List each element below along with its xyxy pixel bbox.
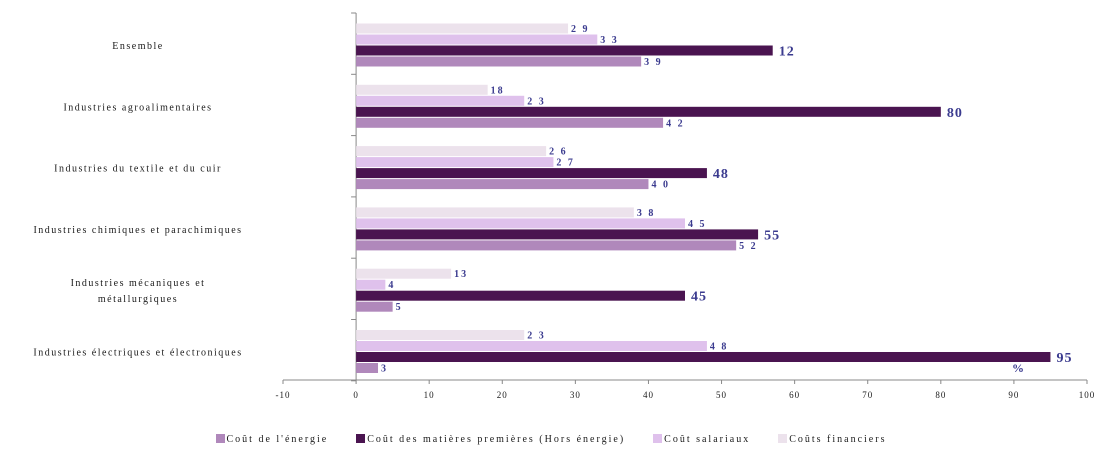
- bar: [356, 207, 634, 218]
- legend-item: Coût salariaux: [653, 434, 750, 445]
- unit-label: %: [1012, 361, 1024, 375]
- data-label: 3: [381, 364, 388, 375]
- legend-label: Coûts financiers: [789, 434, 887, 445]
- data-label: 95: [1056, 351, 1072, 366]
- legend-swatch: [653, 434, 663, 443]
- data-label: 48: [713, 167, 729, 182]
- category-label-line: Ensemble: [112, 41, 163, 52]
- bar: [356, 106, 941, 117]
- legend-label: Coût de l'énergie: [226, 434, 329, 445]
- bar: [356, 352, 1051, 362]
- x-tick-label: -10: [276, 390, 291, 400]
- bar: [356, 146, 547, 157]
- bar: [356, 268, 452, 279]
- x-tick-label: 60: [789, 390, 800, 400]
- bar: [356, 179, 649, 190]
- data-label: 2 3: [527, 96, 546, 107]
- bar: [356, 95, 525, 106]
- data-label: 4 5: [688, 219, 707, 230]
- x-tick-label: 10: [424, 390, 435, 400]
- x-tick-label: 40: [643, 390, 654, 400]
- data-label: 4 0: [651, 180, 670, 191]
- bar: [356, 168, 707, 179]
- category-label-line: Industries chimiques et parachimiques: [33, 225, 242, 236]
- data-label: 13: [454, 269, 468, 280]
- data-label: 18: [491, 85, 505, 96]
- bar: [356, 56, 642, 67]
- data-label: 5 2: [739, 241, 758, 252]
- bar: [356, 34, 598, 45]
- bar: [356, 279, 386, 290]
- bar: [356, 229, 759, 240]
- data-label: 2 7: [556, 158, 575, 169]
- bar: [356, 301, 393, 312]
- x-tick-label: 0: [353, 390, 359, 400]
- legend-swatch: [778, 434, 788, 443]
- data-label: 3 8: [637, 208, 656, 219]
- bar: [356, 330, 525, 340]
- category-label: Industries chimiques et parachimiques: [33, 225, 242, 236]
- data-label: 4 2: [666, 118, 685, 129]
- legend-swatch: [356, 434, 366, 443]
- bar: [356, 23, 569, 34]
- category-label-line: métallurgiques: [98, 294, 178, 305]
- legend: Coût de l'énergie Coût des matières premi…: [0, 434, 1102, 445]
- bars: [356, 23, 1051, 373]
- legend-swatch: [215, 434, 225, 443]
- data-label: 12: [779, 45, 795, 60]
- bar: [356, 45, 773, 56]
- data-label: 45: [691, 290, 707, 305]
- legend-item: Coûts financiers: [778, 434, 886, 445]
- x-tick-label: 100: [1079, 390, 1096, 400]
- tick-labels: -10 0 10 20 30 40 50 60 70 80 90 100: [276, 390, 1096, 400]
- data-label: 4 8: [710, 342, 729, 353]
- bar: [356, 157, 554, 168]
- bar: [356, 341, 707, 351]
- bar: [356, 117, 664, 128]
- category-label-line: Industries agroalimentaires: [63, 102, 212, 113]
- legend-item: Coût des matières premières (Hors énergi…: [356, 434, 625, 445]
- data-label: 55: [764, 228, 780, 243]
- data-label: 3 3: [600, 35, 619, 46]
- category-label: Industries électriques et électroniques: [33, 348, 242, 359]
- x-tick-label: 80: [935, 390, 946, 400]
- data-label: 2 6: [549, 147, 568, 158]
- x-tick-label: 20: [497, 390, 508, 400]
- category-label: Industries mécaniques et métallurgiques: [71, 278, 206, 305]
- data-label: 5: [396, 302, 403, 313]
- category-label: Industries agroalimentaires: [63, 102, 212, 113]
- legend-label: Coût des matières premières (Hors énergi…: [367, 434, 626, 445]
- legend-label: Coût salariaux: [664, 434, 751, 445]
- category-label: Ensemble: [112, 41, 163, 52]
- category-label-line: Industries électriques et électroniques: [33, 348, 242, 359]
- x-tick-label: 90: [1008, 390, 1019, 400]
- legend-item: Coût de l'énergie: [215, 434, 329, 445]
- data-label: 2 3: [527, 331, 546, 342]
- bar: [356, 218, 685, 229]
- value-axis: [282, 12, 1088, 384]
- data-label: 2 9: [571, 24, 590, 35]
- data-label: 80: [947, 106, 963, 121]
- category-label: Industries du textile et du cuir: [54, 164, 222, 175]
- bar: [356, 363, 379, 373]
- bar: [356, 84, 488, 95]
- category-labels: Ensemble Industries agroalimentaires Indus…: [33, 41, 242, 359]
- bar: [356, 240, 737, 251]
- category-label-line: Industries mécaniques et: [71, 278, 206, 289]
- category-label-line: Industries du textile et du cuir: [54, 164, 222, 175]
- data-label: 3 9: [644, 57, 663, 68]
- bar: [356, 290, 685, 301]
- x-tick-label: 30: [570, 390, 581, 400]
- x-tick-label: 50: [716, 390, 727, 400]
- x-tick-label: 70: [862, 390, 873, 400]
- data-label: 4: [388, 280, 395, 291]
